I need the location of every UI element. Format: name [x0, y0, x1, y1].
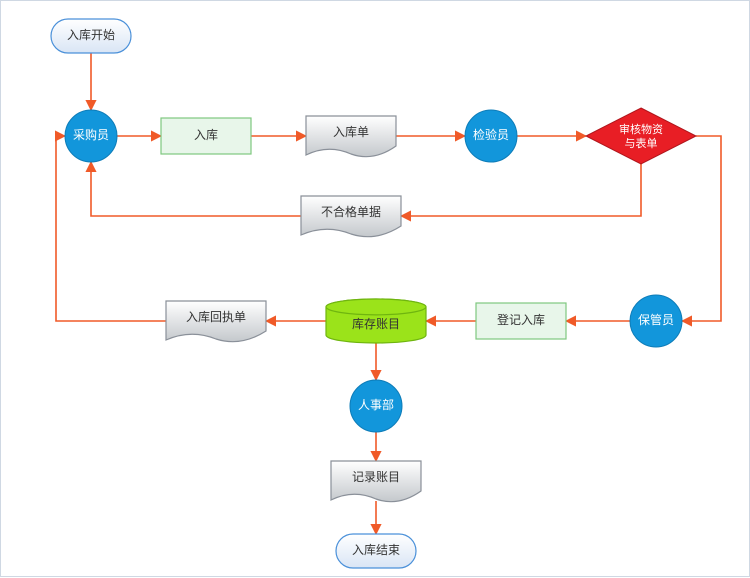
- node-inspector-label: 检验员: [473, 127, 509, 142]
- edge-audit-to-faildoc: [401, 164, 641, 216]
- edge-receiptdoc-to-purchaser: [56, 136, 166, 321]
- node-recorddoc: 记录账目: [331, 461, 421, 502]
- node-keeper-label: 保管员: [638, 312, 674, 327]
- node-recorddoc-label: 记录账目: [352, 470, 400, 484]
- node-instockdoc-label: 入库单: [333, 124, 369, 139]
- node-register: 登记入库: [476, 303, 566, 339]
- node-keeper: 保管员: [630, 295, 682, 347]
- node-receiptdoc-label: 入库回执单: [186, 309, 246, 324]
- node-faildoc: 不合格单据: [301, 196, 401, 237]
- node-inventory-label: 库存账目: [352, 316, 400, 331]
- node-hr: 人事部: [350, 380, 402, 432]
- node-instock: 入库: [161, 118, 251, 154]
- node-faildoc-label: 不合格单据: [321, 204, 381, 219]
- node-receiptdoc: 入库回执单: [166, 301, 266, 342]
- node-purchaser-label: 采购员: [73, 127, 109, 142]
- flowchart-svg: 入库开始采购员 入库 入库单 检验员 审核物资与表单不合格单据入库回执单 库存账目 登记入库…: [1, 1, 750, 578]
- node-start-label: 入库开始: [67, 27, 115, 42]
- node-purchaser: 采购员: [65, 110, 117, 162]
- node-end-label: 入库结束: [352, 542, 400, 557]
- node-hr-label: 人事部: [358, 397, 394, 412]
- node-instock-label: 入库: [194, 127, 218, 142]
- node-instockdoc: 入库单: [306, 116, 396, 157]
- node-start: 入库开始: [51, 19, 131, 53]
- node-end: 入库结束: [336, 534, 416, 568]
- node-inspector: 检验员: [465, 110, 517, 162]
- node-audit-label2: 与表单: [625, 136, 658, 150]
- node-audit-label1: 审核物资: [619, 122, 663, 136]
- edge-audit-to-keeper: [682, 136, 721, 321]
- node-inventory: 库存账目: [326, 299, 426, 343]
- node-register-label: 登记入库: [497, 312, 545, 327]
- node-audit: 审核物资与表单: [586, 108, 696, 164]
- flowchart-canvas: { "diagram": { "type": "flowchart", "can…: [0, 0, 750, 577]
- edge-faildoc-to-purchaser: [91, 162, 301, 216]
